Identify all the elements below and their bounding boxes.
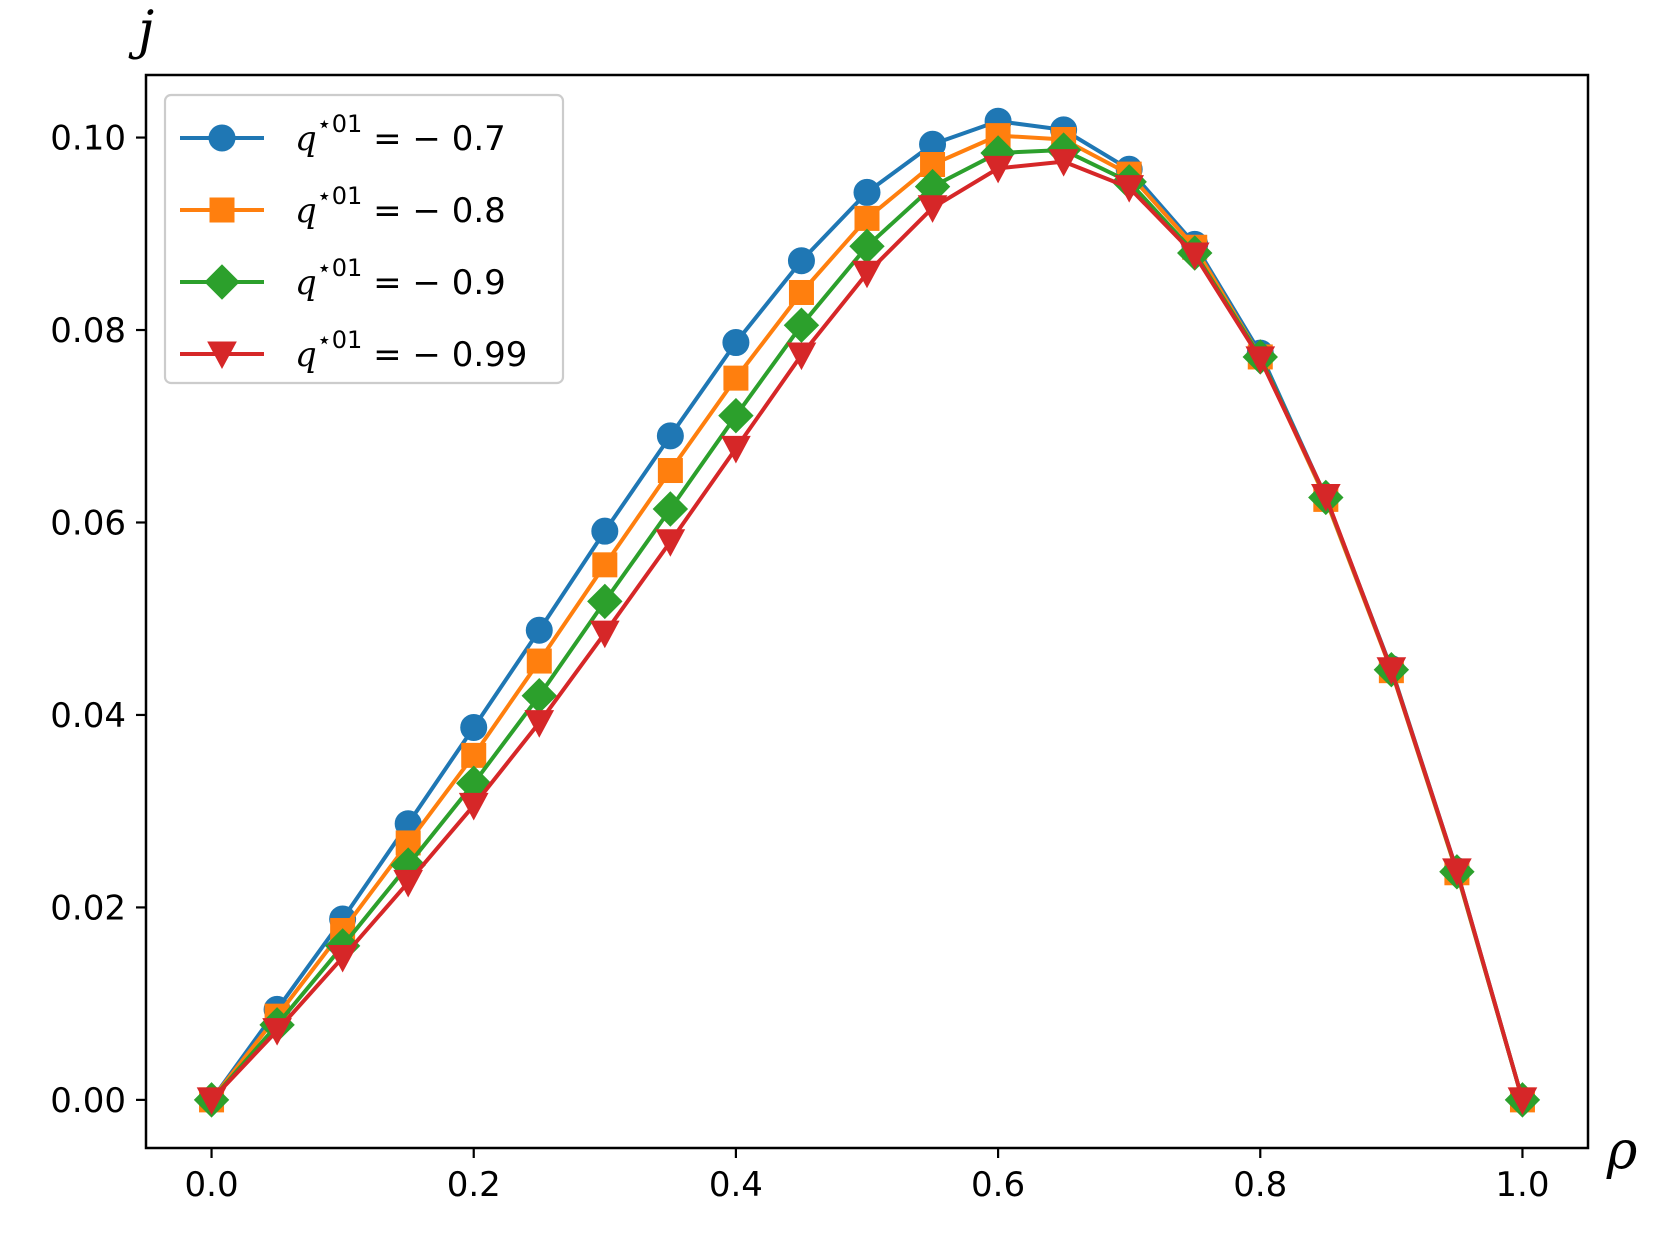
data-point	[723, 365, 749, 391]
data-point	[587, 583, 623, 620]
legend-entry: q⋆01 = − 0.99	[180, 326, 527, 375]
legend-entry: q⋆01 = − 0.7	[180, 110, 506, 159]
legend-label-variable: q	[295, 119, 317, 159]
data-point	[526, 648, 552, 674]
y-tick-label: 0.06	[50, 503, 126, 543]
x-tick-label: 0.8	[1233, 1165, 1287, 1205]
y-tick-label: 0.04	[50, 696, 126, 736]
legend-label-superscript: ⋆01	[317, 110, 363, 138]
data-point	[591, 517, 619, 545]
legend-label: q⋆01 = − 0.99	[295, 326, 527, 375]
data-point	[1376, 657, 1407, 685]
x-tick-label: 0.6	[971, 1165, 1025, 1205]
data-point	[657, 458, 683, 484]
data-point	[1048, 149, 1079, 177]
legend-marker	[207, 341, 237, 370]
legend-marker	[209, 197, 235, 223]
legend-label: q⋆01 = − 0.7	[295, 110, 506, 159]
legend-marker	[208, 124, 236, 152]
legend-label-variable: q	[295, 263, 317, 303]
series-4	[196, 149, 1538, 1115]
data-point	[196, 1087, 227, 1115]
data-point	[854, 205, 880, 231]
data-point	[524, 710, 555, 738]
data-point	[262, 1018, 292, 1046]
legend-box	[163, 93, 565, 385]
data-point	[460, 713, 488, 741]
data-point	[1114, 175, 1145, 203]
legend-label-superscript: ⋆01	[317, 182, 363, 210]
legend: q⋆01 = − 0.7q⋆01 = − 0.8q⋆01 = − 0.9q⋆01…	[163, 93, 565, 385]
data-point	[592, 552, 618, 578]
legend-label-variable: q	[295, 191, 317, 231]
data-point	[852, 260, 882, 289]
x-tick-label: 0.4	[709, 1165, 763, 1205]
x-tick-label: 0.2	[447, 1165, 501, 1205]
legend-label: q⋆01 = − 0.9	[295, 254, 506, 303]
ticks: 0.0 0.2 0.4 0.6 0.8 1.0 0.00 0.02 0.04 0.06 0.08 0.…	[50, 119, 1549, 1205]
legend-entry: q⋆01 = − 0.8	[180, 182, 506, 231]
data-point	[983, 155, 1013, 184]
data-point	[788, 279, 814, 305]
legend-label-value: = − 0.8	[362, 191, 505, 231]
data-point	[787, 247, 815, 275]
data-point	[721, 435, 751, 464]
legend-label-superscript: ⋆01	[317, 254, 363, 282]
legend-label: q⋆01 = − 0.8	[295, 182, 506, 231]
data-point	[1442, 858, 1472, 886]
legend-label-value: = − 0.9	[362, 263, 505, 303]
axes-frame	[144, 73, 1590, 1150]
legend-label-variable: q	[295, 335, 317, 375]
data-point	[853, 178, 881, 206]
legend-label-value: = − 0.99	[362, 335, 527, 375]
x-axis-label: ρ	[1606, 1121, 1638, 1181]
legend-label-value: = − 0.7	[362, 119, 505, 159]
data-point	[461, 742, 487, 768]
data-point	[655, 529, 686, 557]
y-tick-label: 0.00	[50, 1081, 126, 1121]
legend-entry: q⋆01 = − 0.9	[180, 254, 506, 303]
y-tick-label: 0.10	[50, 119, 126, 159]
data-point	[589, 620, 620, 649]
data-point	[1507, 1087, 1538, 1115]
x-tick-label: 1.0	[1495, 1165, 1549, 1205]
data-point	[786, 342, 817, 371]
y-tick-label: 0.08	[50, 311, 126, 351]
data-point	[327, 944, 358, 973]
x-tick-label: 0.0	[185, 1165, 239, 1205]
legend-label-superscript: ⋆01	[317, 326, 363, 354]
legend-marker	[204, 264, 240, 300]
data-point	[393, 869, 424, 898]
data-point	[458, 792, 489, 821]
data-point	[656, 422, 684, 450]
plot-area	[193, 107, 1541, 1118]
data-point	[1245, 346, 1276, 374]
data-point	[718, 397, 754, 434]
data-point	[1179, 242, 1210, 271]
data-point	[525, 616, 553, 644]
data-point	[917, 195, 948, 223]
data-point	[722, 329, 750, 357]
data-point	[652, 491, 689, 527]
y-tick-label: 0.02	[50, 888, 126, 928]
data-point	[783, 307, 820, 343]
data-point	[1310, 484, 1341, 512]
